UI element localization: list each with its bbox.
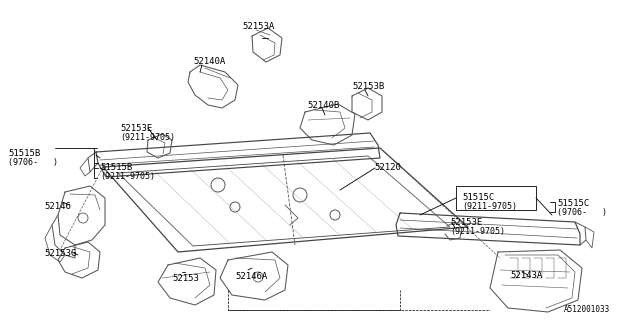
Text: 51515C: 51515C — [462, 193, 494, 202]
Text: 51515B: 51515B — [100, 163, 132, 172]
Text: 52153E: 52153E — [450, 218, 483, 227]
Text: (9706-   ): (9706- ) — [557, 208, 607, 217]
Text: 52153E: 52153E — [120, 124, 152, 133]
Text: 52140B: 52140B — [307, 101, 339, 110]
Bar — [456, 186, 536, 210]
Text: 52140A: 52140A — [193, 57, 225, 66]
Text: 52120: 52120 — [374, 163, 401, 172]
Text: 52153A: 52153A — [242, 22, 275, 31]
Text: 52153B: 52153B — [352, 82, 384, 91]
Text: (9211-9705): (9211-9705) — [450, 227, 505, 236]
Text: (9211-9705): (9211-9705) — [120, 133, 175, 142]
Text: 51515C: 51515C — [557, 199, 589, 208]
Text: 52153G: 52153G — [44, 249, 76, 258]
Text: 52143A: 52143A — [510, 271, 542, 280]
Text: (9211-9705): (9211-9705) — [462, 202, 517, 211]
Text: (9211-9705): (9211-9705) — [100, 172, 155, 181]
Text: 52146: 52146 — [44, 202, 71, 211]
Text: 52146A: 52146A — [235, 272, 268, 281]
Text: 51515B: 51515B — [8, 149, 40, 158]
Text: (9706-   ): (9706- ) — [8, 158, 58, 167]
Text: 52153: 52153 — [172, 274, 199, 283]
Text: A512001033: A512001033 — [564, 305, 610, 314]
